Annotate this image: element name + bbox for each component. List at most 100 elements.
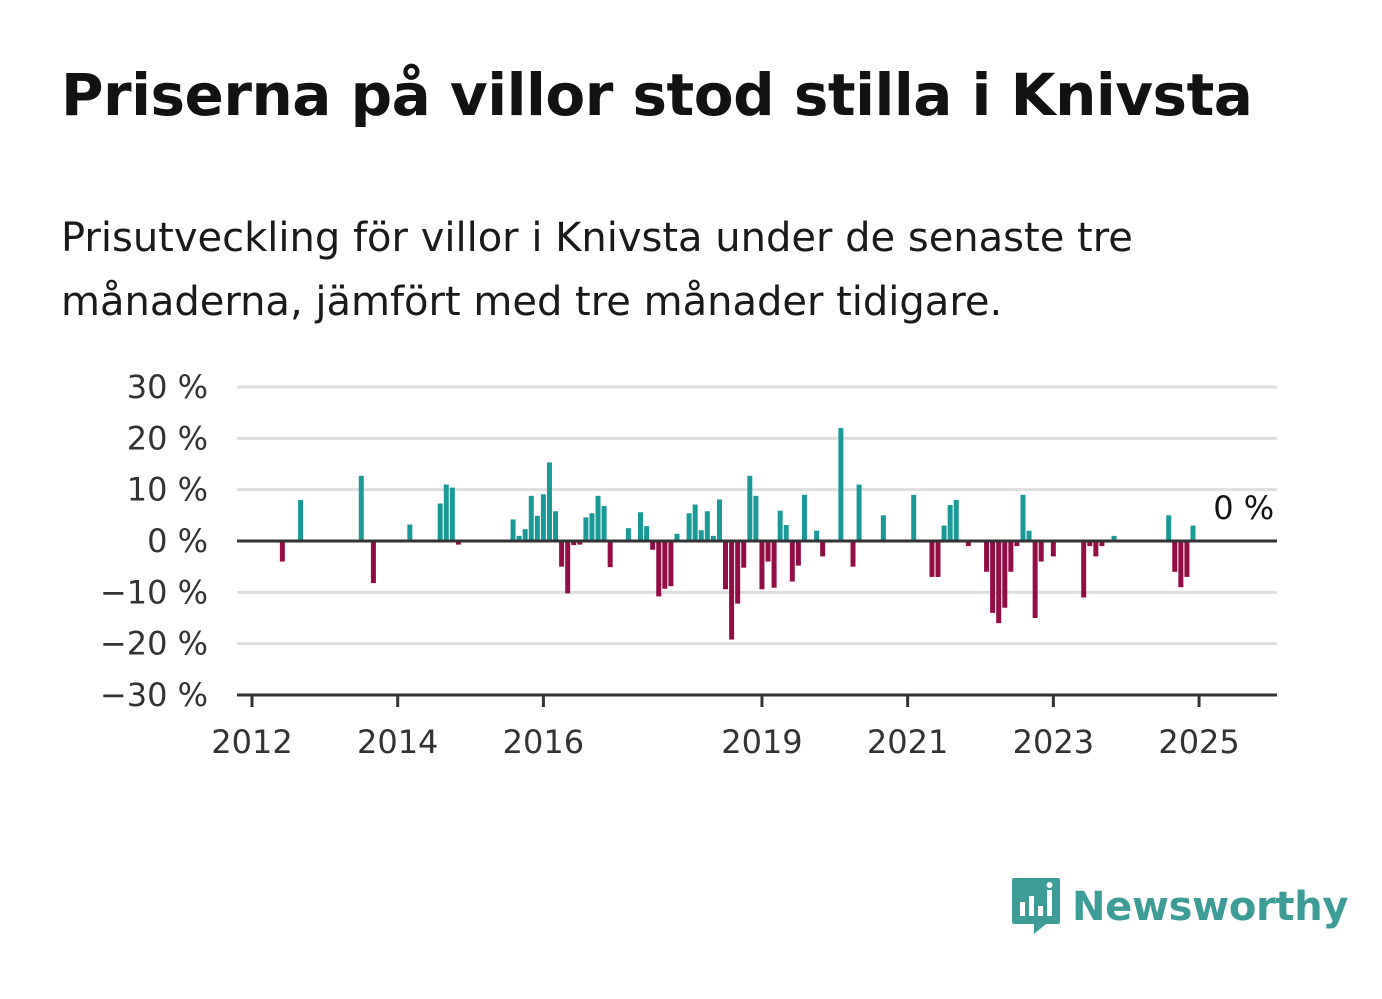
brand-name: Newsworthy: [1072, 884, 1349, 930]
tick-labels: 30 % 20 % 10 % 0 % −10 % −20 % −30 %2012 2014 20…: [100, 368, 1240, 761]
x-tick-label: 2014: [357, 723, 438, 761]
bar: [1166, 515, 1172, 541]
bar: [716, 499, 722, 541]
bar: [565, 541, 571, 594]
bar: [437, 503, 443, 541]
y-tick-label: 10 %: [127, 471, 208, 509]
bar: [589, 513, 595, 541]
page-subtitle: Prisutveckling för villor i Knivsta unde…: [61, 215, 1133, 325]
bar: [710, 535, 716, 541]
bar: [953, 499, 959, 541]
bar: [820, 541, 826, 557]
bar: [1178, 541, 1184, 588]
bar: [625, 528, 631, 541]
bar: [656, 541, 662, 597]
bar: [795, 541, 801, 566]
y-tick-label: 20 %: [127, 419, 208, 457]
bar: [814, 530, 820, 541]
bar: [528, 495, 534, 541]
y-tick-label: −30 %: [100, 676, 208, 714]
bar: [789, 541, 795, 582]
bar: [601, 506, 607, 541]
bar: [1002, 541, 1008, 608]
x-tick-label: 2025: [1158, 723, 1239, 761]
bar: [911, 494, 917, 541]
bar: [559, 541, 565, 567]
bar: [449, 487, 455, 541]
bar: [1190, 525, 1196, 541]
bar: [965, 541, 971, 547]
brand-logo: Newsworthy: [1010, 876, 1349, 938]
bar: [698, 530, 704, 541]
bar: [298, 499, 304, 541]
grid-lines: [237, 385, 1277, 646]
bar: [455, 541, 461, 545]
bar: [583, 517, 589, 541]
bar: [735, 541, 741, 604]
bar: [838, 428, 844, 541]
newsworthy-logo-icon: [1012, 878, 1060, 934]
bar: [753, 495, 759, 541]
bar: [522, 529, 528, 541]
bar: [553, 511, 559, 541]
bar: [1093, 541, 1099, 557]
bar: [686, 513, 692, 541]
bar: [990, 541, 996, 613]
bar: [941, 525, 947, 541]
axes: [237, 539, 1277, 707]
bar: [1081, 541, 1087, 598]
bar: [534, 515, 540, 541]
bar: [1087, 541, 1093, 547]
bar: [856, 484, 862, 541]
bar: [996, 541, 1002, 624]
bar: [759, 541, 765, 590]
bar: [674, 533, 680, 541]
bar: [1038, 541, 1044, 562]
bar: [777, 510, 783, 541]
bar: [370, 541, 376, 584]
y-tick-label: 30 %: [127, 368, 208, 406]
bar: [1111, 535, 1117, 541]
bar: [947, 505, 953, 541]
bar-chart: 30 % 20 % 10 % 0 % −10 % −20 % −30 %2012 2014 20…: [100, 368, 1277, 761]
bar: [650, 541, 656, 550]
bar: [644, 526, 650, 541]
x-tick-label: 2021: [867, 723, 948, 761]
bars: [279, 428, 1196, 640]
bar: [638, 512, 644, 541]
bar: [704, 511, 710, 541]
bar: [407, 524, 413, 541]
bar: [692, 504, 698, 541]
x-tick-label: 2012: [211, 723, 292, 761]
page-title: Priserna på villor stod stilla i Knivsta: [61, 61, 1253, 129]
y-tick-label: −20 %: [100, 625, 208, 663]
bar: [443, 484, 449, 541]
x-tick-label: 2019: [721, 723, 802, 761]
bar: [747, 475, 753, 541]
y-tick-label: −10 %: [100, 573, 208, 611]
bar: [723, 541, 729, 590]
bar: [662, 541, 668, 589]
bar: [984, 541, 990, 572]
x-tick-label: 2016: [503, 723, 584, 761]
bar: [607, 541, 613, 568]
bar: [1184, 541, 1190, 577]
bar: [1032, 541, 1038, 618]
bar: [729, 541, 735, 640]
bar: [510, 519, 516, 541]
bar: [358, 475, 364, 541]
bar: [1050, 541, 1056, 557]
bar: [880, 515, 886, 541]
bar: [595, 495, 601, 541]
latest-value-label: 0 %: [1213, 489, 1274, 527]
bar: [741, 541, 747, 568]
bar: [1026, 530, 1032, 541]
bar: [765, 541, 771, 562]
bar: [668, 541, 674, 587]
bar: [935, 541, 941, 577]
bar: [1172, 541, 1178, 572]
bar: [577, 541, 583, 545]
bar: [279, 541, 285, 562]
bar: [1020, 494, 1026, 541]
bar: [540, 494, 546, 541]
